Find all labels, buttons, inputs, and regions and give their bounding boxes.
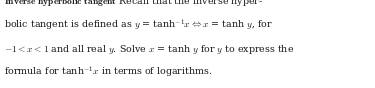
Text: $\mathbf{Inverse\ hyperbolic\ tangent}$ Recall that the inverse hyper-: $\mathbf{Inverse\ hyperbolic\ tangent}$ … xyxy=(4,0,264,8)
Text: formula for tanh$^{-1}$$x$ in terms of logarithms.: formula for tanh$^{-1}$$x$ in terms of l… xyxy=(4,65,213,81)
Text: bolic tangent is defined as $y$ = tanh$^{-1}$$x \Leftrightarrow x$ = tanh $y$, f: bolic tangent is defined as $y$ = tanh$^… xyxy=(4,18,273,33)
Text: $-1 < x < 1$ and all real $y$. Solve $x$ = tanh $y$ for $y$ to express the: $-1 < x < 1$ and all real $y$. Solve $x$… xyxy=(4,43,295,56)
